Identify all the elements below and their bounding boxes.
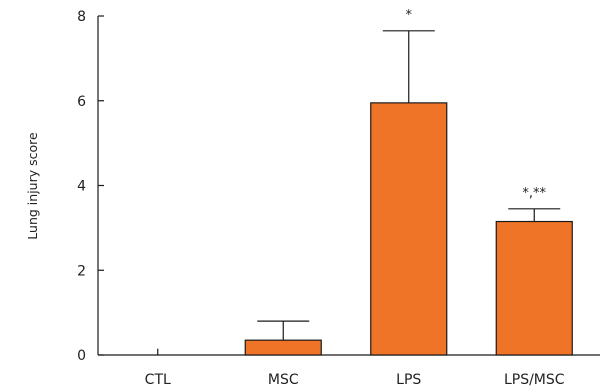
significance-label: *,** — [522, 186, 546, 201]
x-axis: CTL MSC LPS LPS/MSC — [98, 354, 600, 388]
error-bars — [157, 30, 561, 355]
y-tick-label: 4 — [77, 179, 86, 195]
bar — [370, 102, 448, 356]
x-tick-label: LPS — [396, 372, 421, 388]
y-tick-label: 6 — [77, 94, 86, 110]
y-tick-label: 8 — [77, 9, 86, 25]
bars — [244, 102, 573, 356]
annotations: * *,** — [406, 8, 547, 201]
y-axis-title: Lung injury score — [25, 132, 40, 240]
y-tick-label: 0 — [77, 348, 86, 364]
y-axis: 0 2 4 6 8 — [77, 9, 104, 364]
significance-label: * — [406, 8, 413, 23]
bar — [244, 339, 322, 356]
bar — [495, 220, 573, 356]
x-tick-label: MSC — [268, 372, 299, 388]
x-tick-label: CTL — [145, 372, 171, 388]
y-tick-label: 2 — [77, 263, 86, 279]
x-tick-label: LPS/MSC — [504, 372, 565, 388]
